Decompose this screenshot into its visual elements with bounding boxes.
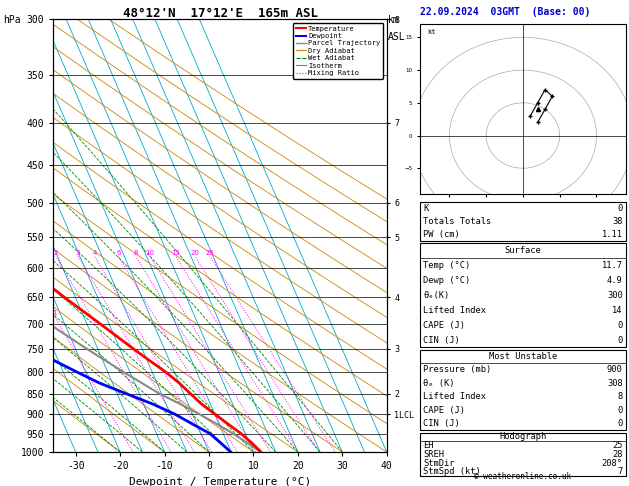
Text: © weatheronline.co.uk: © weatheronline.co.uk [474, 472, 572, 481]
Text: EH: EH [423, 441, 433, 450]
Text: 4: 4 [92, 250, 97, 256]
Text: 1.11: 1.11 [602, 229, 623, 239]
Text: 0: 0 [618, 405, 623, 415]
Text: PW (cm): PW (cm) [423, 229, 460, 239]
Text: Lifted Index: Lifted Index [423, 306, 486, 314]
Text: 10: 10 [145, 250, 154, 256]
Text: 14: 14 [612, 306, 623, 314]
Text: K: K [423, 204, 428, 213]
Text: 28: 28 [612, 450, 623, 459]
Text: 0: 0 [618, 419, 623, 428]
Text: CAPE (J): CAPE (J) [423, 321, 465, 330]
Text: 0: 0 [618, 321, 623, 330]
Text: StmSpd (kt): StmSpd (kt) [423, 468, 481, 476]
Text: 3: 3 [76, 250, 81, 256]
Text: θₑ(K): θₑ(K) [423, 291, 450, 300]
Text: 20: 20 [191, 250, 199, 256]
Text: 38: 38 [612, 217, 623, 226]
Text: CIN (J): CIN (J) [423, 419, 460, 428]
Text: 0: 0 [618, 204, 623, 213]
Text: CAPE (J): CAPE (J) [423, 405, 465, 415]
Text: SREH: SREH [423, 450, 444, 459]
Text: Pressure (mb): Pressure (mb) [423, 365, 491, 375]
Text: CIN (J): CIN (J) [423, 335, 460, 345]
Text: hPa: hPa [3, 15, 21, 25]
Text: 300: 300 [607, 291, 623, 300]
Text: 1: 1 [52, 310, 57, 316]
Text: 22.09.2024  03GMT  (Base: 00): 22.09.2024 03GMT (Base: 00) [420, 7, 591, 17]
Text: StmDir: StmDir [423, 459, 455, 468]
Text: km: km [388, 15, 399, 25]
Text: 4.9: 4.9 [607, 276, 623, 285]
Text: ASL: ASL [388, 32, 406, 42]
X-axis label: Dewpoint / Temperature (°C): Dewpoint / Temperature (°C) [129, 477, 311, 486]
Text: 8: 8 [133, 250, 138, 256]
Text: 11.7: 11.7 [602, 261, 623, 270]
Text: 25: 25 [612, 441, 623, 450]
Text: 15: 15 [172, 250, 181, 256]
Text: 208°: 208° [602, 459, 623, 468]
Text: Surface: Surface [504, 246, 542, 255]
Text: 8: 8 [618, 392, 623, 401]
Text: Lifted Index: Lifted Index [423, 392, 486, 401]
Text: 6: 6 [116, 250, 121, 256]
Text: kt: kt [427, 29, 436, 35]
Text: 48°12'N  17°12'E  165m ASL: 48°12'N 17°12'E 165m ASL [123, 7, 318, 20]
Text: Temp (°C): Temp (°C) [423, 261, 470, 270]
Legend: Temperature, Dewpoint, Parcel Trajectory, Dry Adiabat, Wet Adiabat, Isotherm, Mi: Temperature, Dewpoint, Parcel Trajectory… [293, 23, 383, 79]
Text: Most Unstable: Most Unstable [489, 352, 557, 361]
Text: θₑ (K): θₑ (K) [423, 379, 455, 388]
Text: Dewp (°C): Dewp (°C) [423, 276, 470, 285]
Text: 900: 900 [607, 365, 623, 375]
Text: 2: 2 [54, 250, 58, 256]
Text: Hodograph: Hodograph [499, 433, 547, 441]
Text: 25: 25 [206, 250, 214, 256]
Text: 0: 0 [618, 335, 623, 345]
Text: 7: 7 [618, 468, 623, 476]
Text: Totals Totals: Totals Totals [423, 217, 491, 226]
Text: 308: 308 [607, 379, 623, 388]
